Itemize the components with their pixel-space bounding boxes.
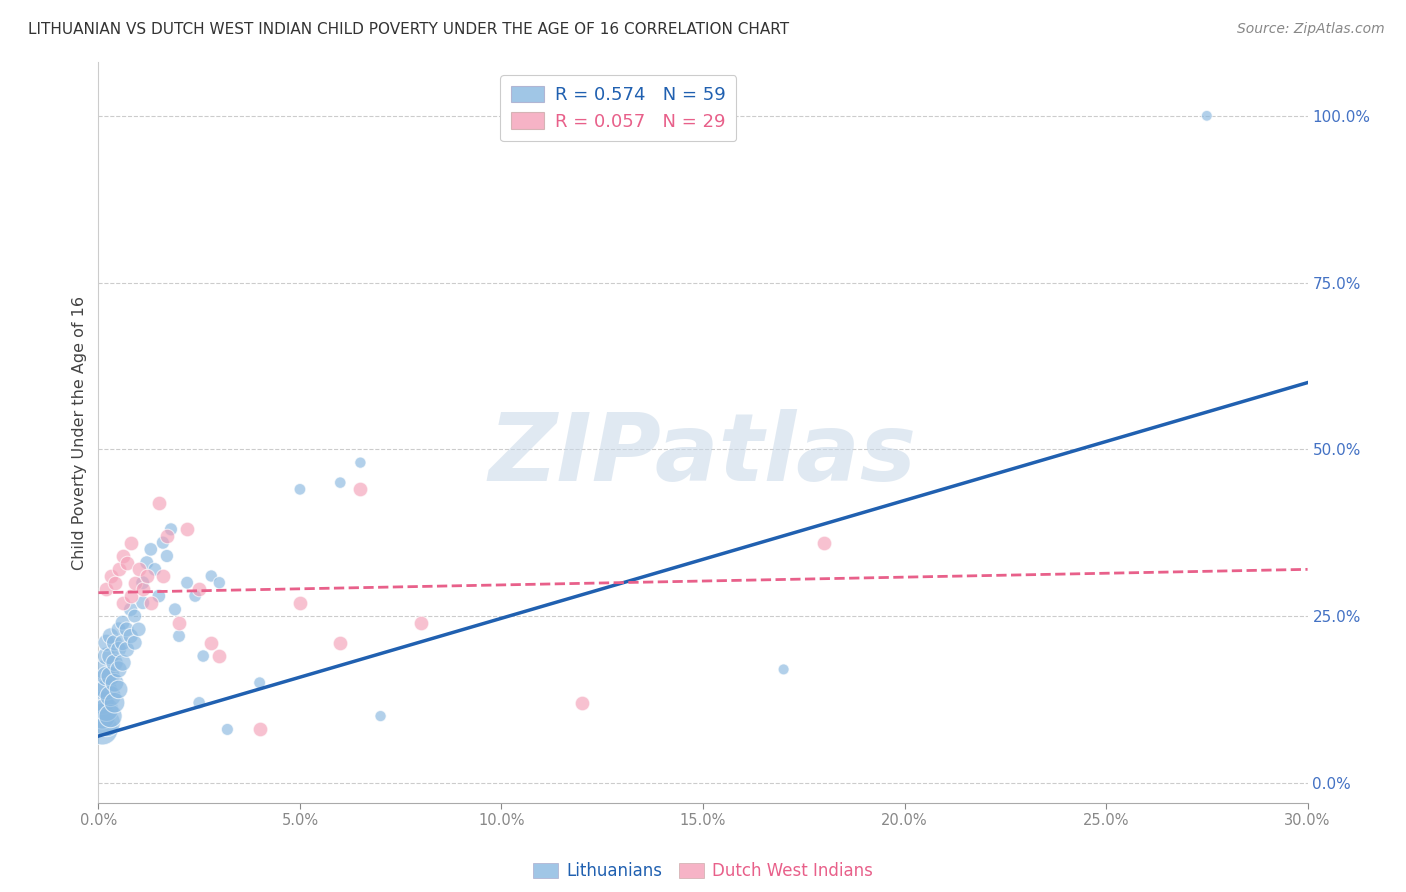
Y-axis label: Child Poverty Under the Age of 16: Child Poverty Under the Age of 16 xyxy=(72,295,87,570)
Point xyxy=(188,582,211,597)
Point xyxy=(96,715,118,730)
Point xyxy=(409,615,432,630)
Point xyxy=(100,709,122,723)
Point xyxy=(349,456,371,470)
Point xyxy=(111,615,134,630)
Point xyxy=(128,623,150,637)
Point xyxy=(249,723,271,737)
Point xyxy=(120,602,142,616)
Point xyxy=(107,562,129,576)
Point xyxy=(111,656,134,670)
Point xyxy=(91,723,114,737)
Point xyxy=(132,582,155,597)
Point xyxy=(124,609,146,624)
Point xyxy=(96,682,118,697)
Point xyxy=(160,522,183,536)
Point xyxy=(115,623,138,637)
Point xyxy=(288,483,311,497)
Point xyxy=(100,569,122,583)
Point xyxy=(163,602,186,616)
Point xyxy=(135,556,157,570)
Point xyxy=(120,629,142,643)
Point xyxy=(103,575,125,590)
Point xyxy=(329,475,352,490)
Point xyxy=(103,636,125,650)
Point xyxy=(132,596,155,610)
Text: Source: ZipAtlas.com: Source: ZipAtlas.com xyxy=(1237,22,1385,37)
Point xyxy=(208,648,231,663)
Point xyxy=(143,562,166,576)
Point xyxy=(188,696,211,710)
Point xyxy=(103,656,125,670)
Point xyxy=(124,636,146,650)
Point xyxy=(184,589,207,603)
Point xyxy=(176,575,198,590)
Point xyxy=(115,556,138,570)
Point xyxy=(91,682,114,697)
Point xyxy=(100,648,122,663)
Point xyxy=(176,522,198,536)
Point xyxy=(156,529,179,543)
Point xyxy=(96,582,118,597)
Point xyxy=(349,483,371,497)
Point xyxy=(91,662,114,676)
Point xyxy=(124,575,146,590)
Point xyxy=(111,596,134,610)
Point xyxy=(111,636,134,650)
Point xyxy=(132,575,155,590)
Point xyxy=(139,596,162,610)
Point xyxy=(217,723,239,737)
Point xyxy=(329,636,352,650)
Point xyxy=(772,662,794,676)
Point xyxy=(152,569,174,583)
Point xyxy=(96,669,118,683)
Point xyxy=(200,569,222,583)
Point xyxy=(120,589,142,603)
Text: LITHUANIAN VS DUTCH WEST INDIAN CHILD POVERTY UNDER THE AGE OF 16 CORRELATION CH: LITHUANIAN VS DUTCH WEST INDIAN CHILD PO… xyxy=(28,22,789,37)
Point xyxy=(111,549,134,563)
Point xyxy=(107,662,129,676)
Point xyxy=(96,702,118,716)
Point xyxy=(200,636,222,650)
Point xyxy=(115,642,138,657)
Point xyxy=(813,535,835,549)
Point xyxy=(152,535,174,549)
Point xyxy=(128,562,150,576)
Point xyxy=(103,675,125,690)
Point xyxy=(103,696,125,710)
Point xyxy=(100,629,122,643)
Point xyxy=(156,549,179,563)
Point xyxy=(148,496,170,510)
Point xyxy=(107,623,129,637)
Point xyxy=(91,709,114,723)
Point xyxy=(96,636,118,650)
Point xyxy=(288,596,311,610)
Point xyxy=(135,569,157,583)
Point xyxy=(96,648,118,663)
Point xyxy=(571,696,593,710)
Point xyxy=(167,629,190,643)
Point xyxy=(120,535,142,549)
Point xyxy=(249,675,271,690)
Legend: Lithuanians, Dutch West Indians: Lithuanians, Dutch West Indians xyxy=(526,855,880,887)
Point xyxy=(370,709,392,723)
Point xyxy=(107,642,129,657)
Point xyxy=(167,615,190,630)
Text: ZIPatlas: ZIPatlas xyxy=(489,409,917,500)
Point xyxy=(208,575,231,590)
Point xyxy=(193,648,215,663)
Point xyxy=(139,542,162,557)
Point xyxy=(107,682,129,697)
Point xyxy=(91,696,114,710)
Point xyxy=(100,669,122,683)
Point xyxy=(100,689,122,703)
Point xyxy=(1195,109,1218,123)
Point xyxy=(148,589,170,603)
